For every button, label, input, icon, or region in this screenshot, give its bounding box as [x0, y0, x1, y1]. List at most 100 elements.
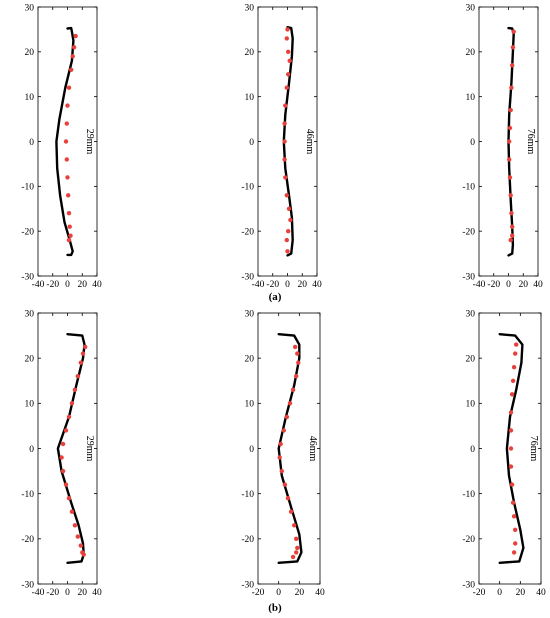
- experiment-point: [285, 249, 290, 254]
- experiment-point: [284, 237, 289, 243]
- experiment-point: [75, 534, 81, 539]
- y-tick-label: 30: [25, 3, 35, 13]
- experiment-point: [284, 85, 289, 90]
- experiment-point: [75, 374, 81, 379]
- simulation-profile-line: [55, 26, 75, 257]
- y-tick-label: 30: [25, 309, 35, 319]
- experiment-point: [71, 45, 77, 50]
- experiment-point: [509, 392, 515, 397]
- x-tick-label: 40: [315, 588, 325, 598]
- y-tick-label: 20: [25, 354, 35, 364]
- experiment-point: [67, 224, 72, 229]
- x-tick-label: 40: [533, 280, 543, 290]
- experiment-point: [511, 29, 516, 34]
- distance-annotation: 76mm: [525, 129, 536, 155]
- x-tick-label: 40: [312, 280, 322, 290]
- experiment-point: [508, 193, 513, 198]
- y-tick-label: 20: [466, 354, 476, 364]
- x-tick-label: 0: [65, 280, 70, 290]
- x-tick-label: -20: [473, 588, 486, 598]
- x-tick-label: 0: [276, 588, 281, 598]
- simulation-profile-line: [498, 333, 525, 564]
- x-tick-label: -40: [32, 280, 45, 290]
- y-tick-label: 10: [466, 400, 476, 410]
- experiment-point: [288, 217, 293, 223]
- experiment-point: [507, 139, 512, 144]
- y-tick-label: 10: [466, 93, 476, 103]
- simulation-profile-line: [56, 333, 86, 564]
- experiment-point: [65, 175, 70, 180]
- y-tick-label: 10: [25, 93, 35, 103]
- y-tick-label: 0: [470, 445, 475, 455]
- y-tick-label: 0: [29, 138, 34, 148]
- experiment-point: [66, 237, 72, 243]
- y-tick-label: -20: [462, 535, 475, 545]
- y-tick-label: 10: [245, 93, 255, 103]
- experiment-point: [295, 545, 300, 551]
- x-tick-label: 40: [536, 588, 546, 598]
- experiment-point: [509, 482, 515, 487]
- experiment-point: [66, 211, 72, 216]
- experiment-point: [510, 378, 516, 383]
- x-tick-label: 20: [295, 588, 305, 598]
- x-tick-label: 0: [285, 280, 290, 290]
- experiment-point: [511, 514, 517, 519]
- x-tick-label: 20: [516, 588, 526, 598]
- x-tick-label: -20: [487, 280, 500, 290]
- experiment-point: [510, 63, 515, 68]
- experiment-point: [514, 342, 519, 347]
- experiment-point: [65, 103, 70, 108]
- y-tick-label: 0: [470, 138, 475, 148]
- y-tick-label: 20: [466, 48, 476, 58]
- experiment-point: [283, 103, 288, 108]
- experiment-point: [293, 344, 298, 350]
- y-tick-label: 0: [249, 138, 254, 148]
- experiment-point: [66, 193, 71, 198]
- experiment-point: [509, 85, 514, 90]
- y-tick-label: -20: [241, 227, 254, 237]
- experiment-point: [66, 496, 72, 501]
- x-tick-label: 20: [78, 588, 88, 598]
- x-tick-label: -40: [473, 280, 486, 290]
- experiment-point: [507, 175, 513, 180]
- y-tick-label: -10: [241, 490, 254, 500]
- experiment-point: [281, 428, 286, 433]
- experiment-point: [285, 27, 290, 32]
- experiment-point: [294, 374, 299, 379]
- y-tick-label: -20: [241, 535, 254, 545]
- x-tick-label: 0: [497, 588, 502, 598]
- x-tick-label: -20: [266, 280, 279, 290]
- x-tick-label: -40: [252, 280, 265, 290]
- y-tick-label: -10: [462, 490, 475, 500]
- experiment-point: [510, 224, 515, 229]
- experiment-point: [510, 233, 515, 238]
- experiment-point: [295, 351, 300, 356]
- experiment-point: [507, 125, 513, 131]
- experiment-point: [78, 543, 84, 548]
- experiment-point: [282, 139, 287, 144]
- x-tick-label: 20: [78, 280, 88, 290]
- experiment-point: [69, 401, 75, 406]
- experiment-point: [284, 36, 289, 41]
- y-tick-label: -20: [21, 535, 34, 545]
- x-tick-label: 20: [298, 280, 308, 290]
- y-tick-label: -10: [462, 183, 475, 193]
- experiment-point: [511, 365, 517, 370]
- row-label-b: (b): [268, 602, 282, 614]
- experiment-point: [282, 157, 287, 162]
- y-tick-label: -10: [21, 183, 34, 193]
- experiment-point: [66, 414, 72, 420]
- y-tick-label: -30: [21, 272, 34, 282]
- experiment-point: [286, 206, 292, 211]
- experiment-point: [510, 45, 516, 50]
- y-tick-label: 30: [245, 3, 255, 13]
- experiment-point: [510, 500, 516, 505]
- experiment-point: [513, 351, 518, 356]
- experiment-point: [508, 410, 514, 415]
- experiment-point: [511, 550, 517, 555]
- experiment-point: [284, 193, 289, 198]
- experiment-point: [278, 441, 283, 447]
